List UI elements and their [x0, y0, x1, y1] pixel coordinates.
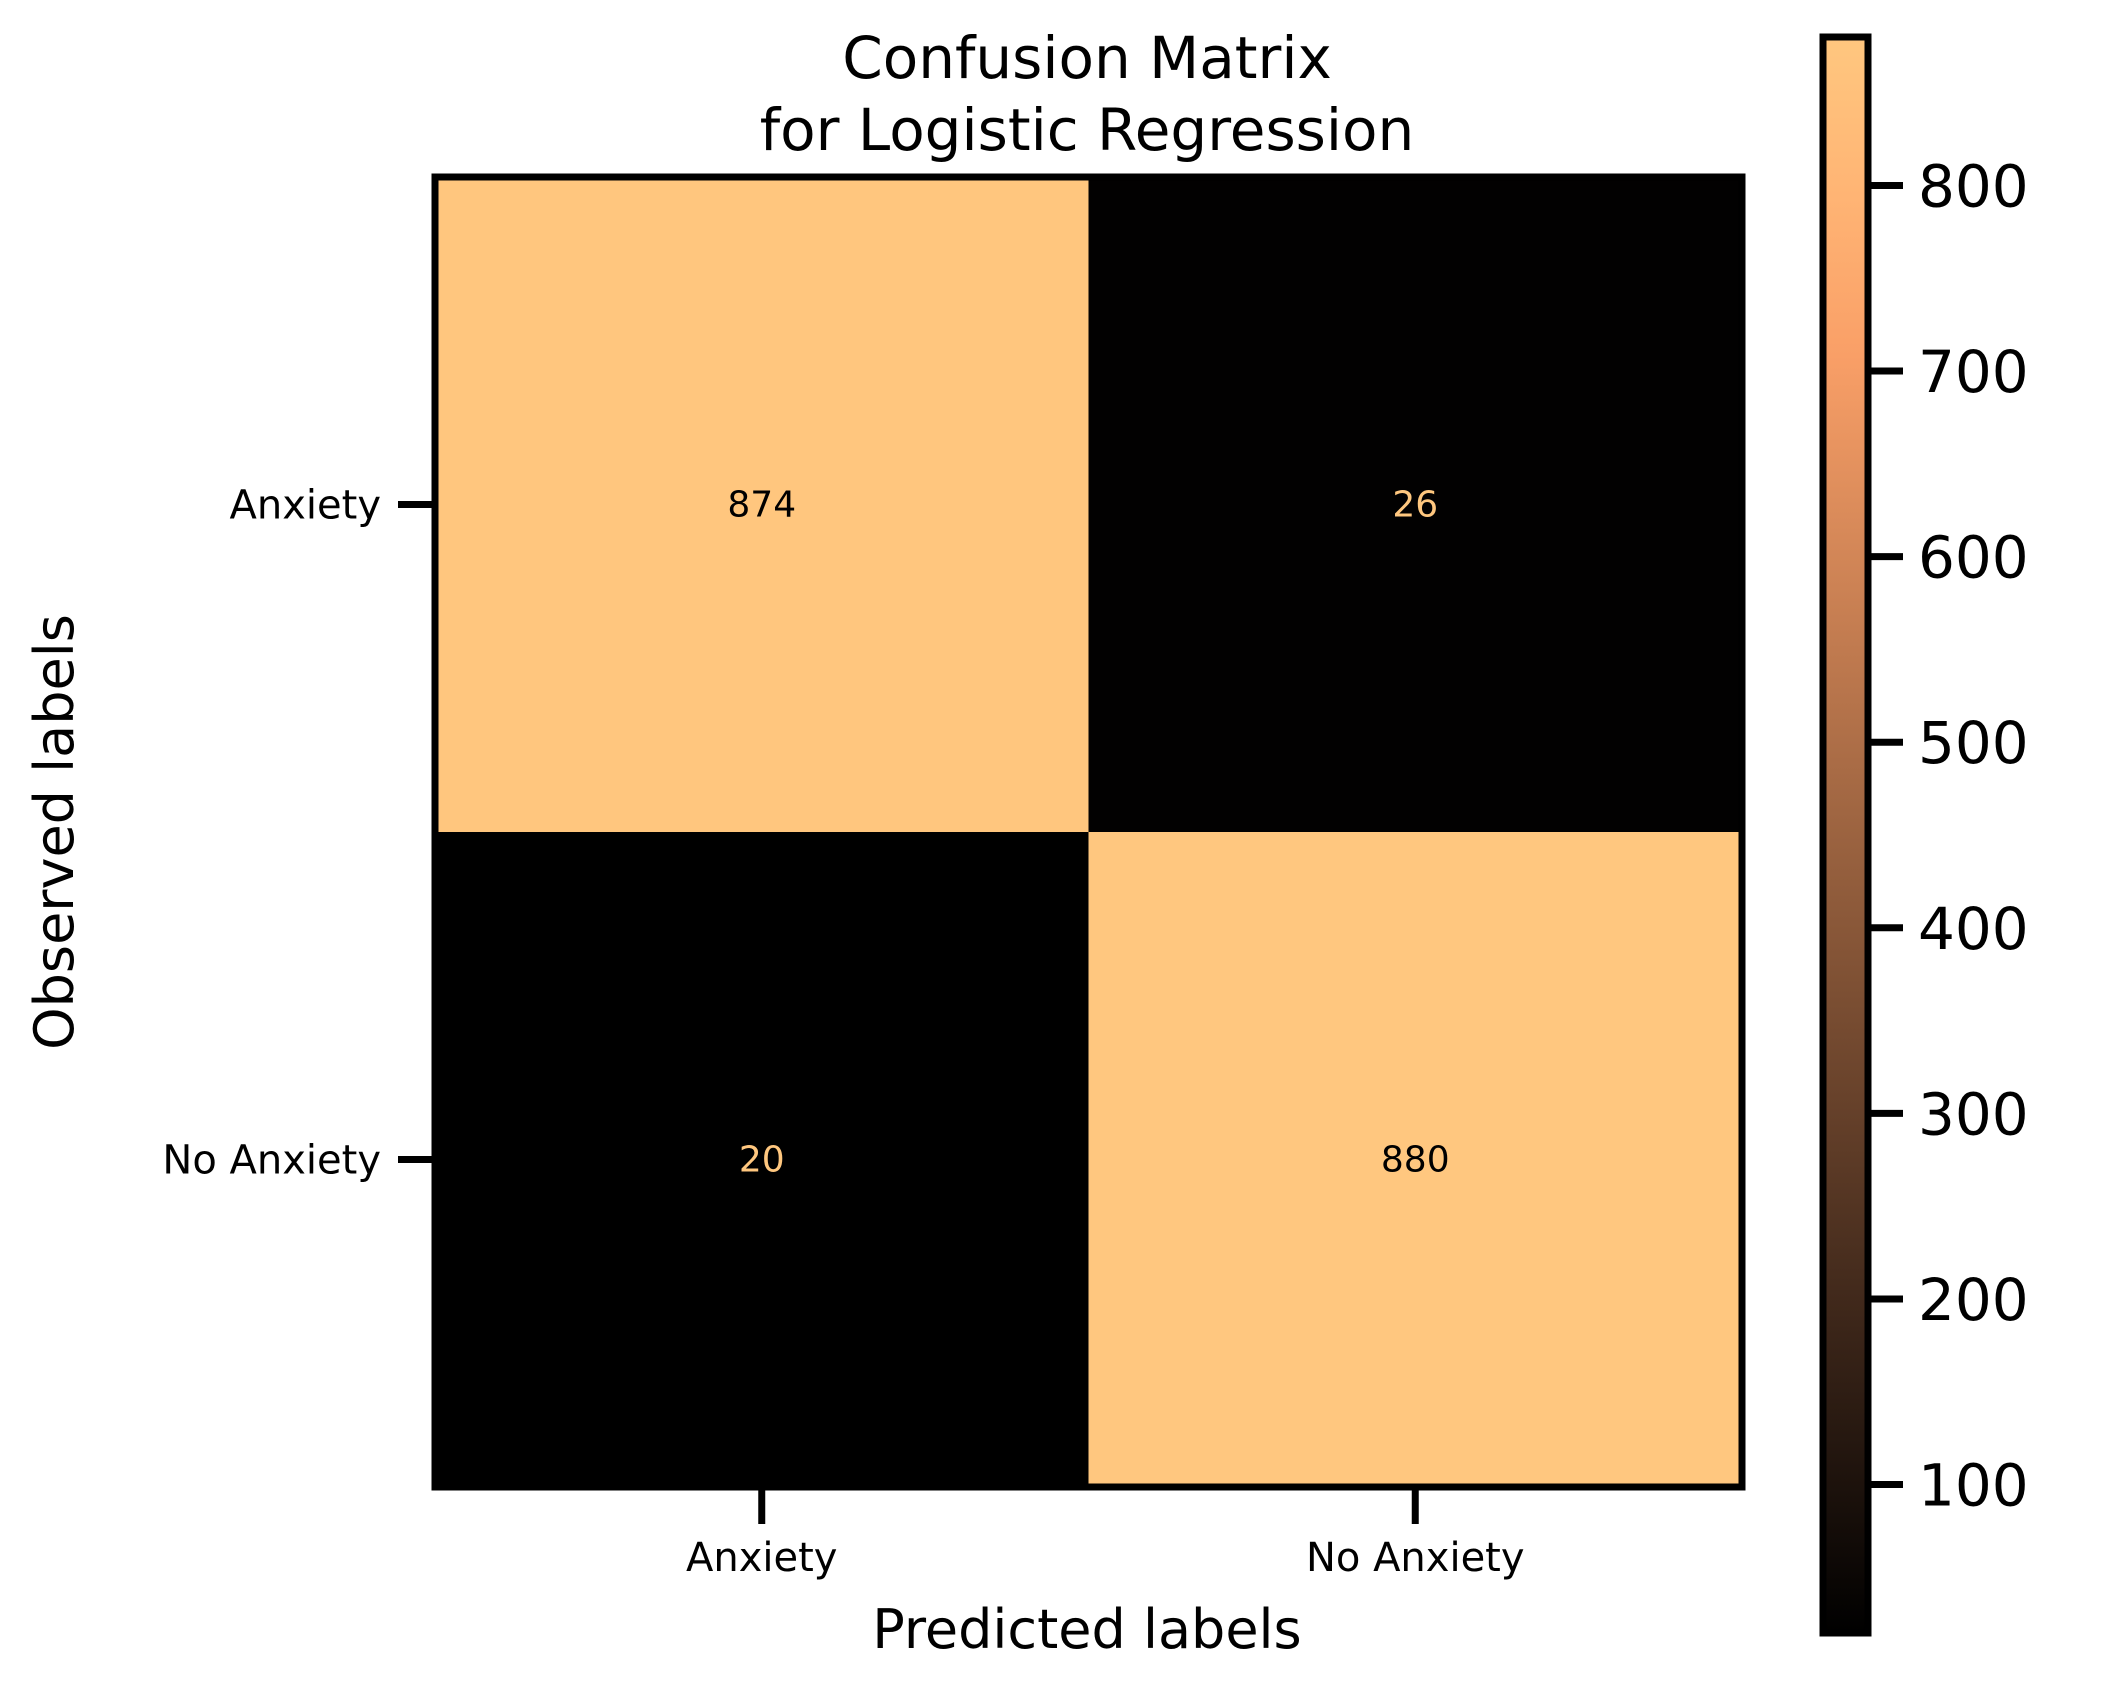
chart-title-line-1: Confusion Matrix [842, 24, 1332, 92]
heatmap-cell-1-1 [1088, 832, 1742, 1487]
colorbar-tick-label: 700 [1918, 338, 2029, 406]
plot-frame [431, 173, 1746, 1491]
y-tick-label: No Anxiety [162, 1138, 381, 1184]
cell-value-label-0-0: 874 [727, 485, 796, 526]
x-axis-ticks: Anxiety No Anxiety [686, 1490, 1525, 1581]
heatmap-cells: 874 26 20 880 [435, 177, 1742, 1487]
y-tick-label: Anxiety [230, 483, 381, 529]
x-tick-label: Anxiety [686, 1535, 837, 1581]
chart-title-line-2: for Logistic Regression [760, 96, 1415, 164]
heatmap-cell-1-0 [435, 832, 1089, 1487]
y-axis-ticks: Anxiety No Anxiety [162, 483, 432, 1184]
x-tick-label: No Anxiety [1306, 1535, 1525, 1581]
colorbar [1819, 33, 1872, 1637]
x-axis-label: Predicted labels [872, 1598, 1301, 1661]
heatmap-cell-0-0 [435, 177, 1089, 832]
colorbar-tick-label: 200 [1918, 1266, 2029, 1334]
colorbar-tick-label: 300 [1918, 1080, 2029, 1148]
cell-value-label-1-0: 20 [739, 1140, 785, 1181]
colorbar-tick-label: 400 [1918, 895, 2029, 963]
heatmap-cell-0-1 [1088, 177, 1742, 832]
y-axis-label: Observed labels [23, 614, 86, 1050]
colorbar-tick-label: 600 [1918, 524, 2029, 592]
cell-value-label-0-1: 26 [1392, 485, 1438, 526]
colorbar-ticks: 100 200 300 400 500 600 700 800 [1871, 152, 2029, 1520]
colorbar-tick-label: 500 [1918, 709, 2029, 777]
colorbar-tick-label: 100 [1918, 1452, 2029, 1520]
cell-value-label-1-1: 880 [1381, 1140, 1450, 1181]
colorbar-tick-label: 800 [1918, 152, 2029, 220]
